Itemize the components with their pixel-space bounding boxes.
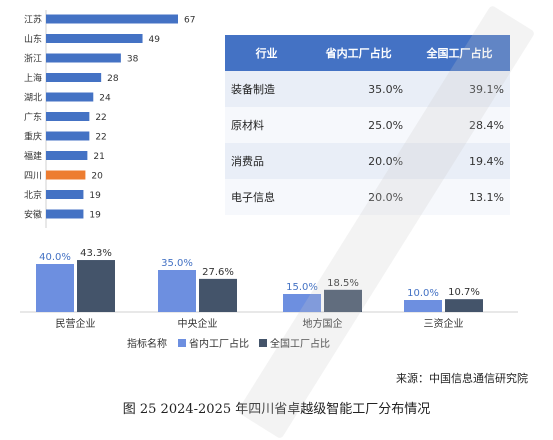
gbar-data-label: 10.0% [407,288,439,299]
hbar-category-label: 安徽 [24,209,42,221]
figure-caption: 图 25 2024-2025 年四川省卓越级智能工厂分布情况 [122,402,431,417]
industry-table-wrap: 行业 省内工厂占比 全国工厂占比 装备制造 35.0% 39.1% 原材料 25.0% 28.… [225,35,510,215]
gbar-bar [77,260,115,312]
table-row: 电子信息 20.0% 13.1% [225,179,510,215]
hbar-bar [46,170,86,180]
hbar-category-label: 重庆 [24,131,42,143]
hbar-bar [46,14,178,24]
hbar-bar [46,92,94,102]
hbar-bar [46,34,143,43]
hbar-value-label: 67 [184,16,195,26]
gbar-bar [199,278,237,312]
table-cell-value: 20.0% [308,143,410,179]
gbar-bar [158,270,196,312]
gbar-category-label: 三资企业 [424,317,464,330]
table-cell-value: 19.4% [409,143,510,179]
hbar-value-label: 49 [149,35,161,45]
hbar-category-label: 广东 [24,111,42,123]
gbar-bar [404,300,442,312]
gbar-bar [283,294,321,312]
hbar-value-label: 28 [107,74,119,84]
hbar-value-label: 19 [89,211,101,221]
source-note: 来源：中国信息通信研究院 [396,372,528,385]
hbar-bar [46,209,84,219]
table-cell-value: 13.1% [409,179,510,215]
gbar-bar [36,264,74,312]
hbar-bar [46,151,88,160]
legend-label: 省内工厂占比 [189,337,249,350]
hbar-bar [46,53,121,63]
legend-swatch [259,339,267,347]
gbar-data-label: 40.0% [39,252,71,263]
hbar-category-label: 四川 [24,172,42,182]
gbar-category-label: 民营企业 [56,317,96,330]
hbar-value-label: 24 [99,94,111,104]
table-row-label: 电子信息 [225,179,309,215]
table-row: 原材料 25.0% 28.4% [225,107,510,143]
hbar-value-label: 22 [95,133,106,143]
hbar-value-label: 19 [89,191,101,201]
hbar-value-label: 20 [91,172,103,182]
hbar-category-label: 湖北 [24,93,42,104]
table-header-cell: 省内工厂占比 [308,35,410,71]
gbar-data-label: 35.0% [161,258,193,269]
table-header-cell: 全国工厂占比 [409,35,510,71]
table-header-row: 行业 省内工厂占比 全国工厂占比 [225,35,510,71]
hbar-bar [46,73,102,82]
table-cell-value: 28.4% [409,107,510,143]
hbar-category-label: 浙江 [24,53,42,65]
industry-table: 行业 省内工厂占比 全国工厂占比 装备制造 35.0% 39.1% 原材料 25.0% 28.… [225,35,510,215]
gbar-data-label: 43.3% [80,248,112,259]
hbar-category-label: 江苏 [24,14,42,26]
hbar-value-label: 21 [93,152,104,162]
gbar-data-label: 18.5% [327,278,359,289]
hbar-value-label: 22 [95,113,106,123]
table-row-label: 装备制造 [225,71,309,107]
table-cell-value: 35.0% [308,71,410,107]
table-header-cell: 行业 [225,35,309,71]
table-row-label: 消费品 [225,143,309,179]
table-row-label: 原材料 [225,107,309,143]
hbar-category-label: 山东 [24,33,42,45]
table-cell-value: 39.1% [409,71,510,107]
table-row: 装备制造 35.0% 39.1% [225,71,510,107]
hbar-category-label: 福建 [24,150,42,162]
gbar-bar [324,289,362,312]
hbar-category-label: 上海 [24,72,42,84]
table-cell-value: 25.0% [308,107,410,143]
gbar-bar [445,299,483,312]
hbar-bar [46,112,90,121]
gbar-data-label: 15.0% [286,282,318,293]
hbar-bar [46,131,90,141]
table-cell-value: 20.0% [308,179,410,215]
legend-swatch [178,339,186,347]
gbar-category-label: 中央企业 [178,317,218,330]
hbar-value-label: 38 [127,55,139,65]
gbar-data-label: 27.6% [202,267,234,278]
gbar-category-label: 地方国企 [303,317,343,330]
legend-label: 全国工厂占比 [270,337,330,350]
hbar-category-label: 北京 [24,189,42,201]
legend-title: 指标名称 [127,337,167,350]
table-row: 消费品 20.0% 19.4% [225,143,510,179]
hbar-bar [46,190,84,199]
gbar-data-label: 10.7% [448,287,480,298]
